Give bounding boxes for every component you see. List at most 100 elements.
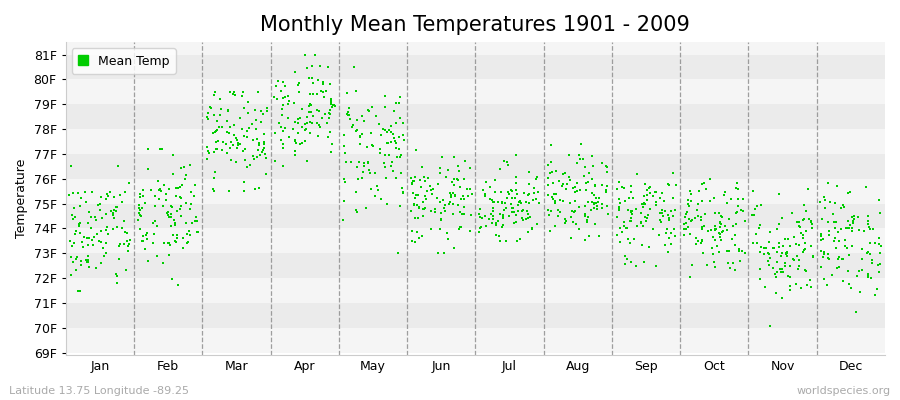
Point xyxy=(645,193,660,200)
Point xyxy=(667,226,681,232)
Point xyxy=(342,116,356,122)
Point xyxy=(206,186,220,192)
Point xyxy=(153,146,167,152)
Point xyxy=(157,182,171,188)
Point xyxy=(99,196,113,202)
Point xyxy=(414,184,428,190)
Point xyxy=(746,240,760,246)
Point xyxy=(463,228,477,234)
Point xyxy=(712,249,726,255)
Point xyxy=(411,204,426,211)
Point xyxy=(387,108,401,114)
Point xyxy=(149,253,164,259)
Point xyxy=(275,101,290,108)
Point xyxy=(497,206,511,213)
Point xyxy=(292,115,307,122)
Point xyxy=(519,208,534,214)
Point xyxy=(725,236,740,242)
Point xyxy=(361,160,375,166)
Point xyxy=(559,186,573,192)
Point xyxy=(254,108,268,114)
Point xyxy=(235,126,249,132)
Point xyxy=(763,255,778,262)
Point xyxy=(846,212,860,219)
Point xyxy=(828,225,842,232)
Point xyxy=(315,115,329,122)
Point xyxy=(393,114,408,121)
Point xyxy=(855,246,869,253)
Point xyxy=(781,236,796,242)
Point xyxy=(763,322,778,329)
Point xyxy=(731,203,745,209)
Point xyxy=(618,253,633,260)
Point xyxy=(200,114,214,120)
Point xyxy=(453,184,467,190)
Point xyxy=(578,213,592,220)
Point xyxy=(586,163,600,169)
Point xyxy=(393,203,408,209)
Point xyxy=(166,232,180,238)
Point xyxy=(695,226,709,232)
Point xyxy=(652,210,667,216)
Point xyxy=(159,210,174,216)
Point xyxy=(109,224,123,230)
Point xyxy=(119,267,133,273)
Point xyxy=(565,185,580,192)
Point xyxy=(714,221,728,227)
Point xyxy=(871,262,886,269)
Point xyxy=(652,210,667,216)
Point xyxy=(210,127,224,133)
Point xyxy=(696,250,710,256)
Point xyxy=(323,129,338,135)
Point xyxy=(64,272,78,278)
Point xyxy=(590,195,604,201)
Point xyxy=(815,254,830,260)
Point xyxy=(69,266,84,273)
Point xyxy=(138,200,152,206)
Point xyxy=(387,135,401,142)
Point xyxy=(211,146,225,152)
Bar xyxy=(66,54,885,79)
Point xyxy=(774,295,788,302)
Point xyxy=(164,223,178,229)
Point xyxy=(378,175,392,181)
Point xyxy=(570,187,584,194)
Point xyxy=(790,252,805,259)
Point xyxy=(236,88,250,95)
Point xyxy=(805,221,819,227)
Point xyxy=(846,218,860,224)
Point xyxy=(568,184,582,190)
Point xyxy=(393,115,408,121)
Point xyxy=(302,103,317,110)
Point xyxy=(666,213,680,219)
Point xyxy=(338,132,352,138)
Point xyxy=(232,114,247,121)
Point xyxy=(850,273,864,280)
Point xyxy=(708,210,723,216)
Point xyxy=(282,134,296,140)
Point xyxy=(486,216,500,222)
Point xyxy=(444,190,458,197)
Point xyxy=(168,238,183,244)
Point xyxy=(694,217,708,223)
Point xyxy=(94,228,108,234)
Point xyxy=(74,258,88,264)
Point xyxy=(177,176,192,182)
Point xyxy=(396,120,410,127)
Point xyxy=(530,221,544,227)
Point xyxy=(509,186,524,193)
Point xyxy=(511,199,526,205)
Point xyxy=(748,205,762,212)
Point xyxy=(629,170,643,177)
Point xyxy=(485,213,500,219)
Point xyxy=(804,219,818,226)
Point xyxy=(500,204,514,211)
Point xyxy=(271,78,285,84)
Point xyxy=(753,201,768,208)
Point xyxy=(226,142,240,148)
Point xyxy=(482,216,496,222)
Point xyxy=(666,194,680,201)
Point xyxy=(407,178,421,184)
Point xyxy=(472,224,487,231)
Point xyxy=(384,163,399,169)
